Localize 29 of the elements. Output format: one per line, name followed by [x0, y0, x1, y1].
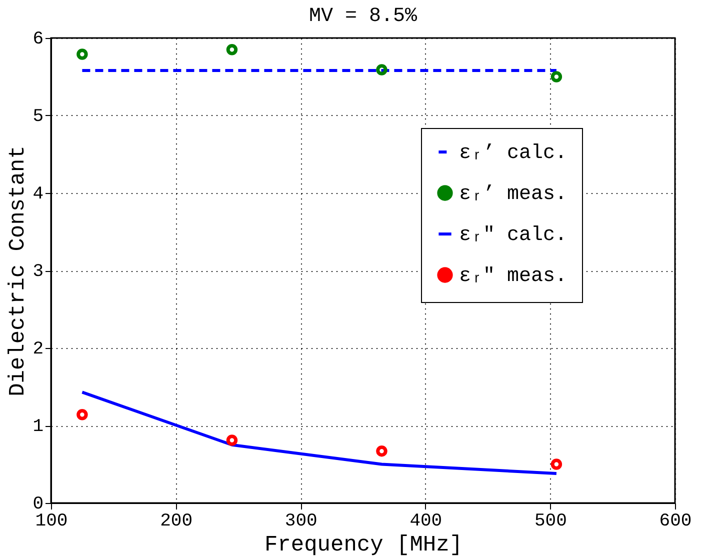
y-axis-title: Dielectric Constant	[6, 146, 31, 396]
legend-label: εᵣ" meas.	[459, 265, 568, 288]
x-tick-label: 200	[160, 512, 193, 532]
line-series	[80, 390, 558, 476]
y-tick-label: 5	[32, 107, 44, 127]
y-tick-label: 6	[32, 30, 44, 50]
legend-label: εᵣ" calc.	[459, 224, 568, 247]
point	[550, 71, 562, 82]
point	[376, 445, 388, 457]
y-tick-label: 2	[32, 340, 44, 360]
chart-title: MV = 8.5%	[308, 5, 418, 28]
x-tick-label: 400	[410, 512, 442, 532]
x-axis-title: Frequency [MHz]	[264, 532, 463, 558]
x-tick-label: 100	[35, 512, 68, 532]
legend-label: εᵣ’ calc.	[459, 142, 568, 165]
x-tick-label: 600	[659, 512, 692, 532]
point	[76, 409, 88, 420]
x-tick-label: 500	[534, 512, 567, 532]
y-tick-label: 0	[32, 494, 44, 514]
y-tick-label: 3	[32, 262, 44, 282]
point	[376, 64, 388, 76]
point	[226, 434, 238, 446]
x-tick-label: 300	[284, 512, 318, 532]
y-tick-label: 4	[32, 184, 44, 204]
point	[226, 44, 238, 56]
point	[76, 48, 88, 60]
legend-label: εᵣ’ meas.	[459, 183, 568, 206]
point	[550, 458, 562, 470]
y-tick-label: 1	[32, 417, 44, 437]
